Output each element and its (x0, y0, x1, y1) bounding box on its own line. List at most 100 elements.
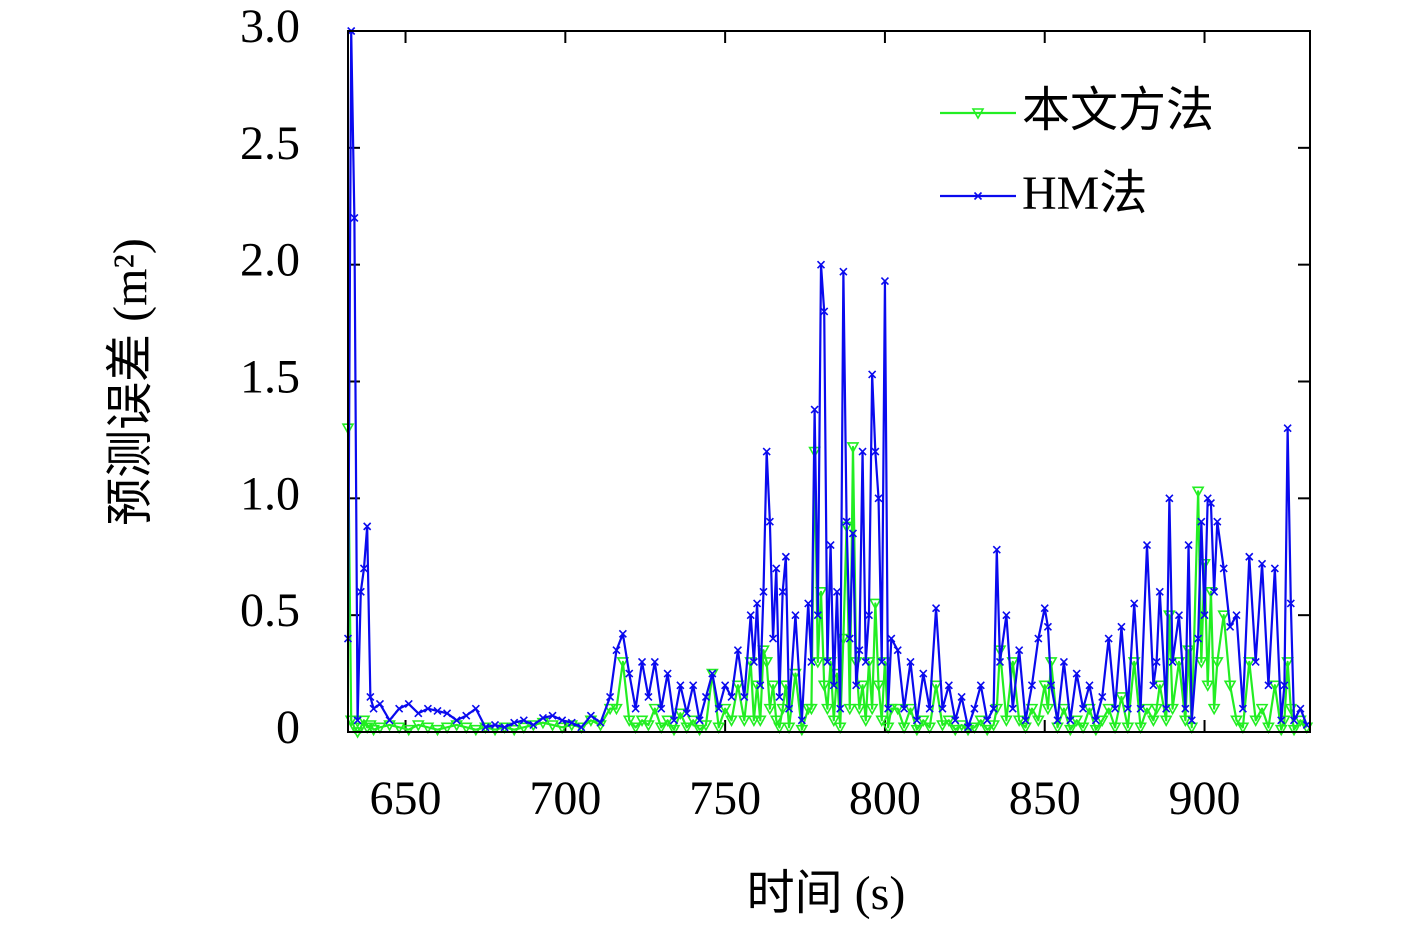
legend-label: HM法 (1022, 167, 1147, 220)
data-point (983, 716, 992, 725)
data-point (832, 587, 842, 596)
data-point (353, 716, 362, 725)
data-point (843, 703, 857, 716)
data-point (1136, 704, 1145, 713)
data-point (650, 657, 659, 666)
data-point (1047, 681, 1056, 690)
data-point (842, 517, 851, 526)
data-point (1251, 657, 1260, 666)
data-point (481, 723, 490, 732)
data-point (976, 681, 985, 690)
data-point (1245, 552, 1254, 561)
y-tick-label: 2.0 (240, 234, 300, 287)
y-axis-label: 预测误差 (m²) (104, 238, 157, 526)
data-point (431, 724, 444, 737)
data-point (1201, 680, 1215, 692)
data-point (1174, 611, 1184, 620)
data-point (769, 634, 778, 643)
data-point (871, 447, 880, 456)
data-point (1197, 517, 1206, 526)
data-point (527, 720, 540, 732)
data-point (848, 529, 858, 538)
data-point (1287, 724, 1301, 737)
data-point (510, 718, 519, 727)
data-point (897, 722, 911, 734)
data-point (1066, 716, 1075, 725)
data-point (731, 680, 745, 692)
data-point (1079, 704, 1088, 713)
data-point (948, 724, 962, 737)
data-point (853, 703, 866, 716)
data-point (912, 716, 921, 725)
data-point (1206, 498, 1215, 508)
data-point (402, 724, 416, 737)
legend-marker (973, 191, 983, 201)
data-point (363, 522, 372, 531)
data-point (631, 704, 640, 713)
data-point (1268, 680, 1282, 692)
data-point (1179, 715, 1192, 727)
data-point (810, 405, 819, 414)
data-point (746, 611, 755, 620)
data-point (1102, 703, 1116, 716)
data-point (775, 692, 784, 702)
data-point (725, 715, 738, 727)
data-point (916, 715, 930, 727)
data-point (596, 718, 605, 727)
data-point (807, 657, 816, 666)
x-axis-label: 时间 (s) (747, 867, 906, 920)
data-point (936, 720, 949, 732)
data-point (989, 704, 998, 713)
y-tick-label: 1.0 (240, 467, 300, 520)
data-point (816, 260, 826, 269)
data-point (375, 699, 385, 709)
data-point (1059, 657, 1068, 666)
data-point (558, 716, 567, 725)
x-tick-label: 650 (370, 772, 442, 825)
data-point (765, 517, 774, 526)
data-point (586, 711, 595, 720)
data-point (823, 657, 832, 666)
data-point (827, 715, 841, 727)
data-point (737, 715, 751, 727)
data-point (529, 720, 538, 730)
data-point (369, 704, 378, 713)
data-point (1194, 657, 1208, 669)
data-point (923, 722, 937, 734)
data-point (1165, 494, 1174, 503)
data-point (1286, 599, 1295, 608)
data-point (500, 723, 509, 732)
data-point (791, 611, 800, 620)
data-point (693, 724, 706, 737)
data-point (929, 680, 943, 692)
data-point (759, 587, 768, 596)
data-point (1264, 681, 1273, 690)
data-point (546, 720, 559, 732)
data-point (782, 722, 796, 734)
data-point (1098, 692, 1107, 702)
data-point (1025, 703, 1039, 716)
data-point (1277, 716, 1286, 725)
data-point (1142, 541, 1152, 550)
data-point (1238, 704, 1247, 713)
data-point (891, 703, 905, 716)
data-point (805, 703, 818, 716)
data-point (856, 680, 869, 692)
data-point (1210, 587, 1219, 596)
data-point (769, 715, 783, 727)
data-point (1289, 716, 1299, 725)
data-point (459, 722, 473, 734)
data-point (861, 657, 870, 666)
data-point (1166, 703, 1179, 716)
data-point (1226, 622, 1235, 631)
data-point (868, 370, 877, 379)
data-point (753, 715, 767, 727)
data-point (797, 716, 806, 725)
data-point (414, 709, 423, 718)
y-tick-label: 1.5 (240, 351, 300, 404)
data-point (1027, 681, 1037, 690)
data-point (919, 669, 928, 678)
data-point (1031, 715, 1045, 727)
y-tick-label: 0.5 (240, 584, 300, 637)
